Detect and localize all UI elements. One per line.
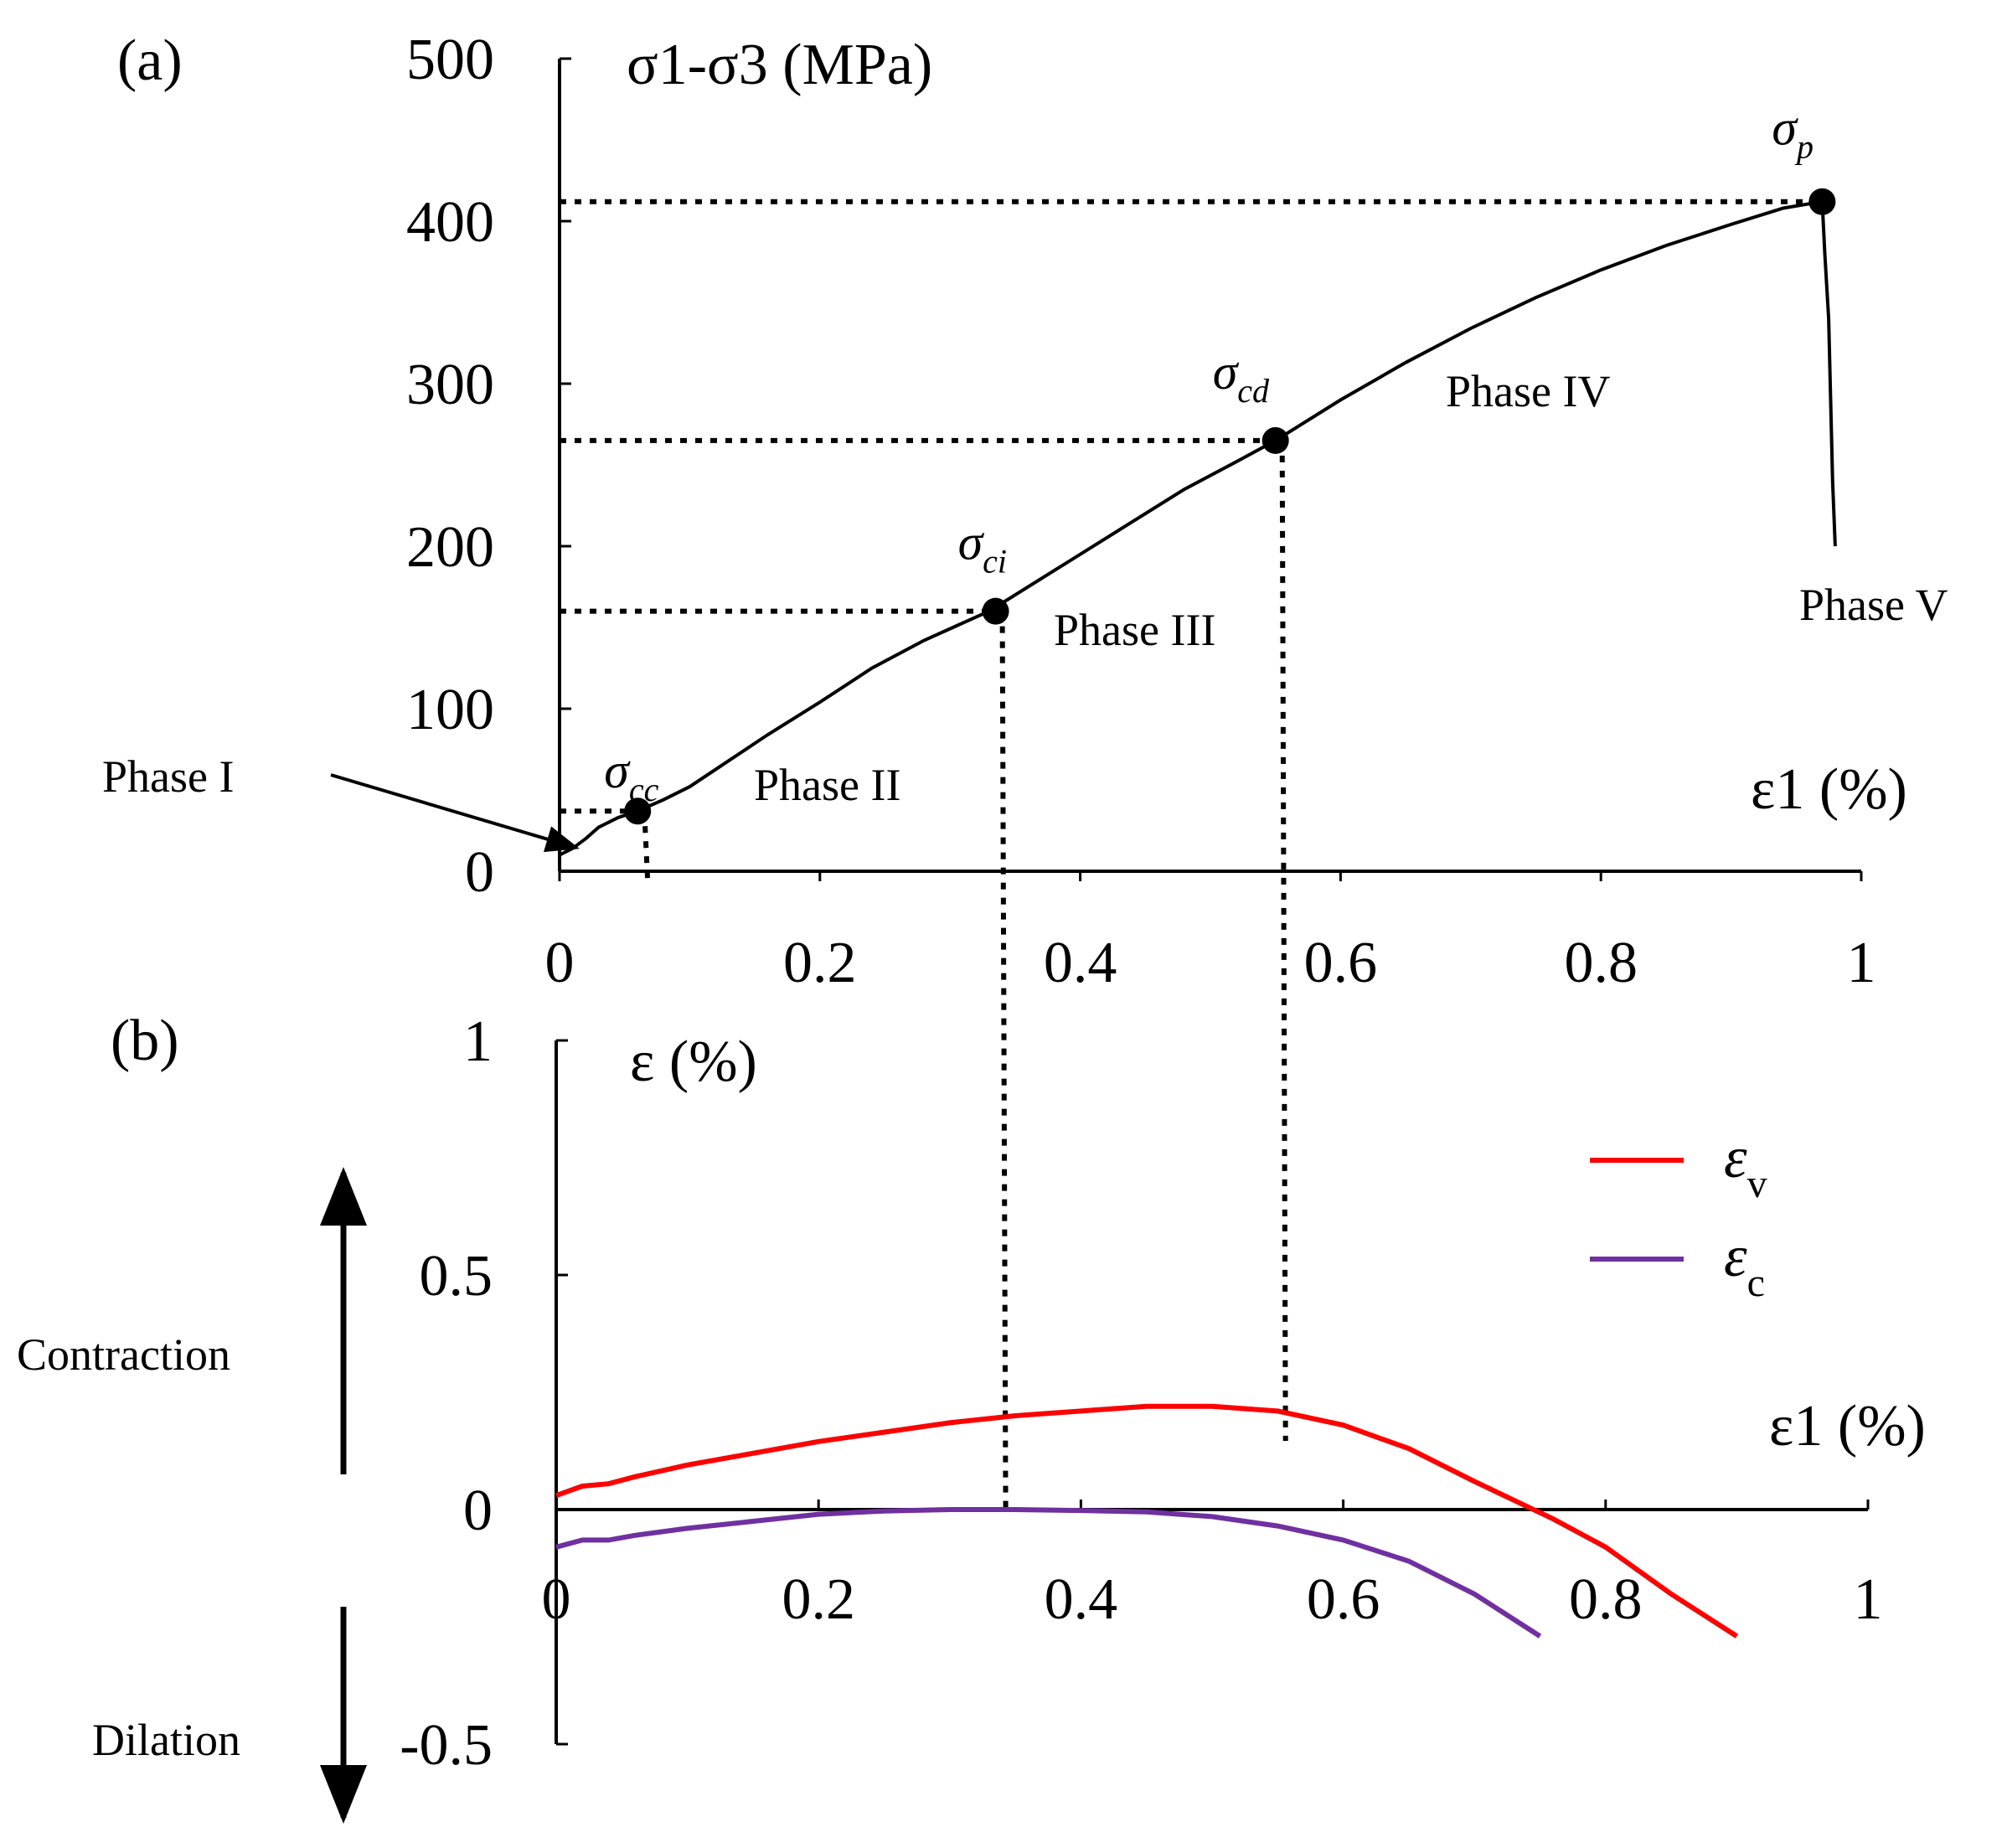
a-ytick-label: 500 — [406, 28, 494, 92]
a-ticks: 0 0.2 0.4 0.6 0.8 1 0 100 200 300 400 500 — [406, 28, 1876, 995]
b-ytick-label: 0 — [463, 1479, 493, 1543]
a-key-points: σcc σci σcd σp — [604, 101, 1836, 825]
a-key-point — [624, 798, 652, 825]
a-xtick-label: 0.6 — [1304, 931, 1378, 995]
b-curves — [555, 1403, 1739, 1639]
a-xtick-label: 0.4 — [1044, 931, 1117, 995]
b-ytick-label: 0.5 — [420, 1244, 493, 1309]
annotation-phase-2: Phase II — [754, 760, 900, 810]
b-xtick-label: 0.6 — [1307, 1567, 1380, 1632]
phase-1-arrow — [330, 773, 580, 853]
a-vguide — [642, 811, 651, 882]
a-series-line-0 — [559, 199, 1823, 857]
b-ytick-label: -0.5 — [400, 1713, 493, 1778]
b-ylabel: ε (%) — [630, 1030, 757, 1094]
b-xtick-label: 1 — [1854, 1567, 1883, 1632]
b-ytick-label: 1 — [463, 1009, 493, 1074]
b-xtick-label: 0.4 — [1045, 1567, 1118, 1632]
a-series-line-1 — [1820, 201, 1837, 547]
annotation-dilation: Dilation — [92, 1715, 240, 1765]
a-xtick-label: 0.2 — [783, 931, 857, 995]
a-key-point-label: σcd — [1213, 344, 1270, 410]
a-ytick-label: 100 — [406, 678, 494, 742]
a-xtick-label: 0 — [545, 931, 575, 995]
b-xlabel: ε1 (%) — [1769, 1394, 1926, 1458]
a-vguide — [999, 611, 1009, 1510]
b-xtick-label: 0 — [542, 1567, 571, 1632]
a-key-point-label: σcc — [604, 743, 658, 808]
a-key-point-label: σci — [958, 515, 1007, 581]
a-ytick-label: 400 — [406, 190, 494, 255]
b-xtick-label: 0.2 — [782, 1567, 855, 1632]
panel-label-a: (a) — [117, 28, 183, 93]
b-ticks: 0 0.2 0.4 0.6 0.8 1 -0.5 0 0.5 1 — [400, 1009, 1882, 1778]
annotation-contraction: Contraction — [17, 1329, 230, 1380]
b-legend: εv εc — [1590, 1126, 1767, 1305]
legend-label-1: εc — [1724, 1225, 1765, 1305]
a-xtick-label: 1 — [1847, 931, 1876, 995]
a-ytick-label: 0 — [465, 840, 494, 905]
a-xtick-label: 0.8 — [1564, 931, 1638, 995]
a-key-point-label: σp — [1772, 101, 1814, 166]
annotation-phase-3: Phase III — [1054, 605, 1215, 655]
a-key-point — [982, 597, 1009, 625]
a-xlabel: ε1 (%) — [1751, 757, 1907, 822]
annotation-phase-5: Phase V — [1799, 580, 1948, 630]
legend-label-0: εv — [1724, 1126, 1767, 1206]
a-ylabel: σ1-σ3 (MPa) — [627, 33, 932, 97]
b-series-line-0 — [555, 1403, 1739, 1639]
a-vguide — [1279, 440, 1288, 1442]
a-key-point — [1261, 426, 1289, 454]
a-ytick-label: 300 — [406, 353, 494, 417]
a-ytick-label: 200 — [406, 515, 494, 580]
a-dashed-guides — [560, 199, 1823, 1510]
panel-b: (b) 0 0.2 0.4 0.6 0.8 1 -0.5 0 0.5 1 ε (%) ε1 (%)… — [17, 1009, 1926, 1824]
a-key-point — [1808, 188, 1836, 215]
b-series-line-1 — [555, 1507, 1542, 1639]
annotation-phase-4: Phase IV — [1446, 366, 1610, 416]
annotation-phase-1: Phase I — [102, 751, 234, 802]
a-curves — [559, 199, 1837, 857]
panel-label-b: (b) — [111, 1009, 179, 1073]
b-xtick-label: 0.8 — [1569, 1567, 1643, 1632]
